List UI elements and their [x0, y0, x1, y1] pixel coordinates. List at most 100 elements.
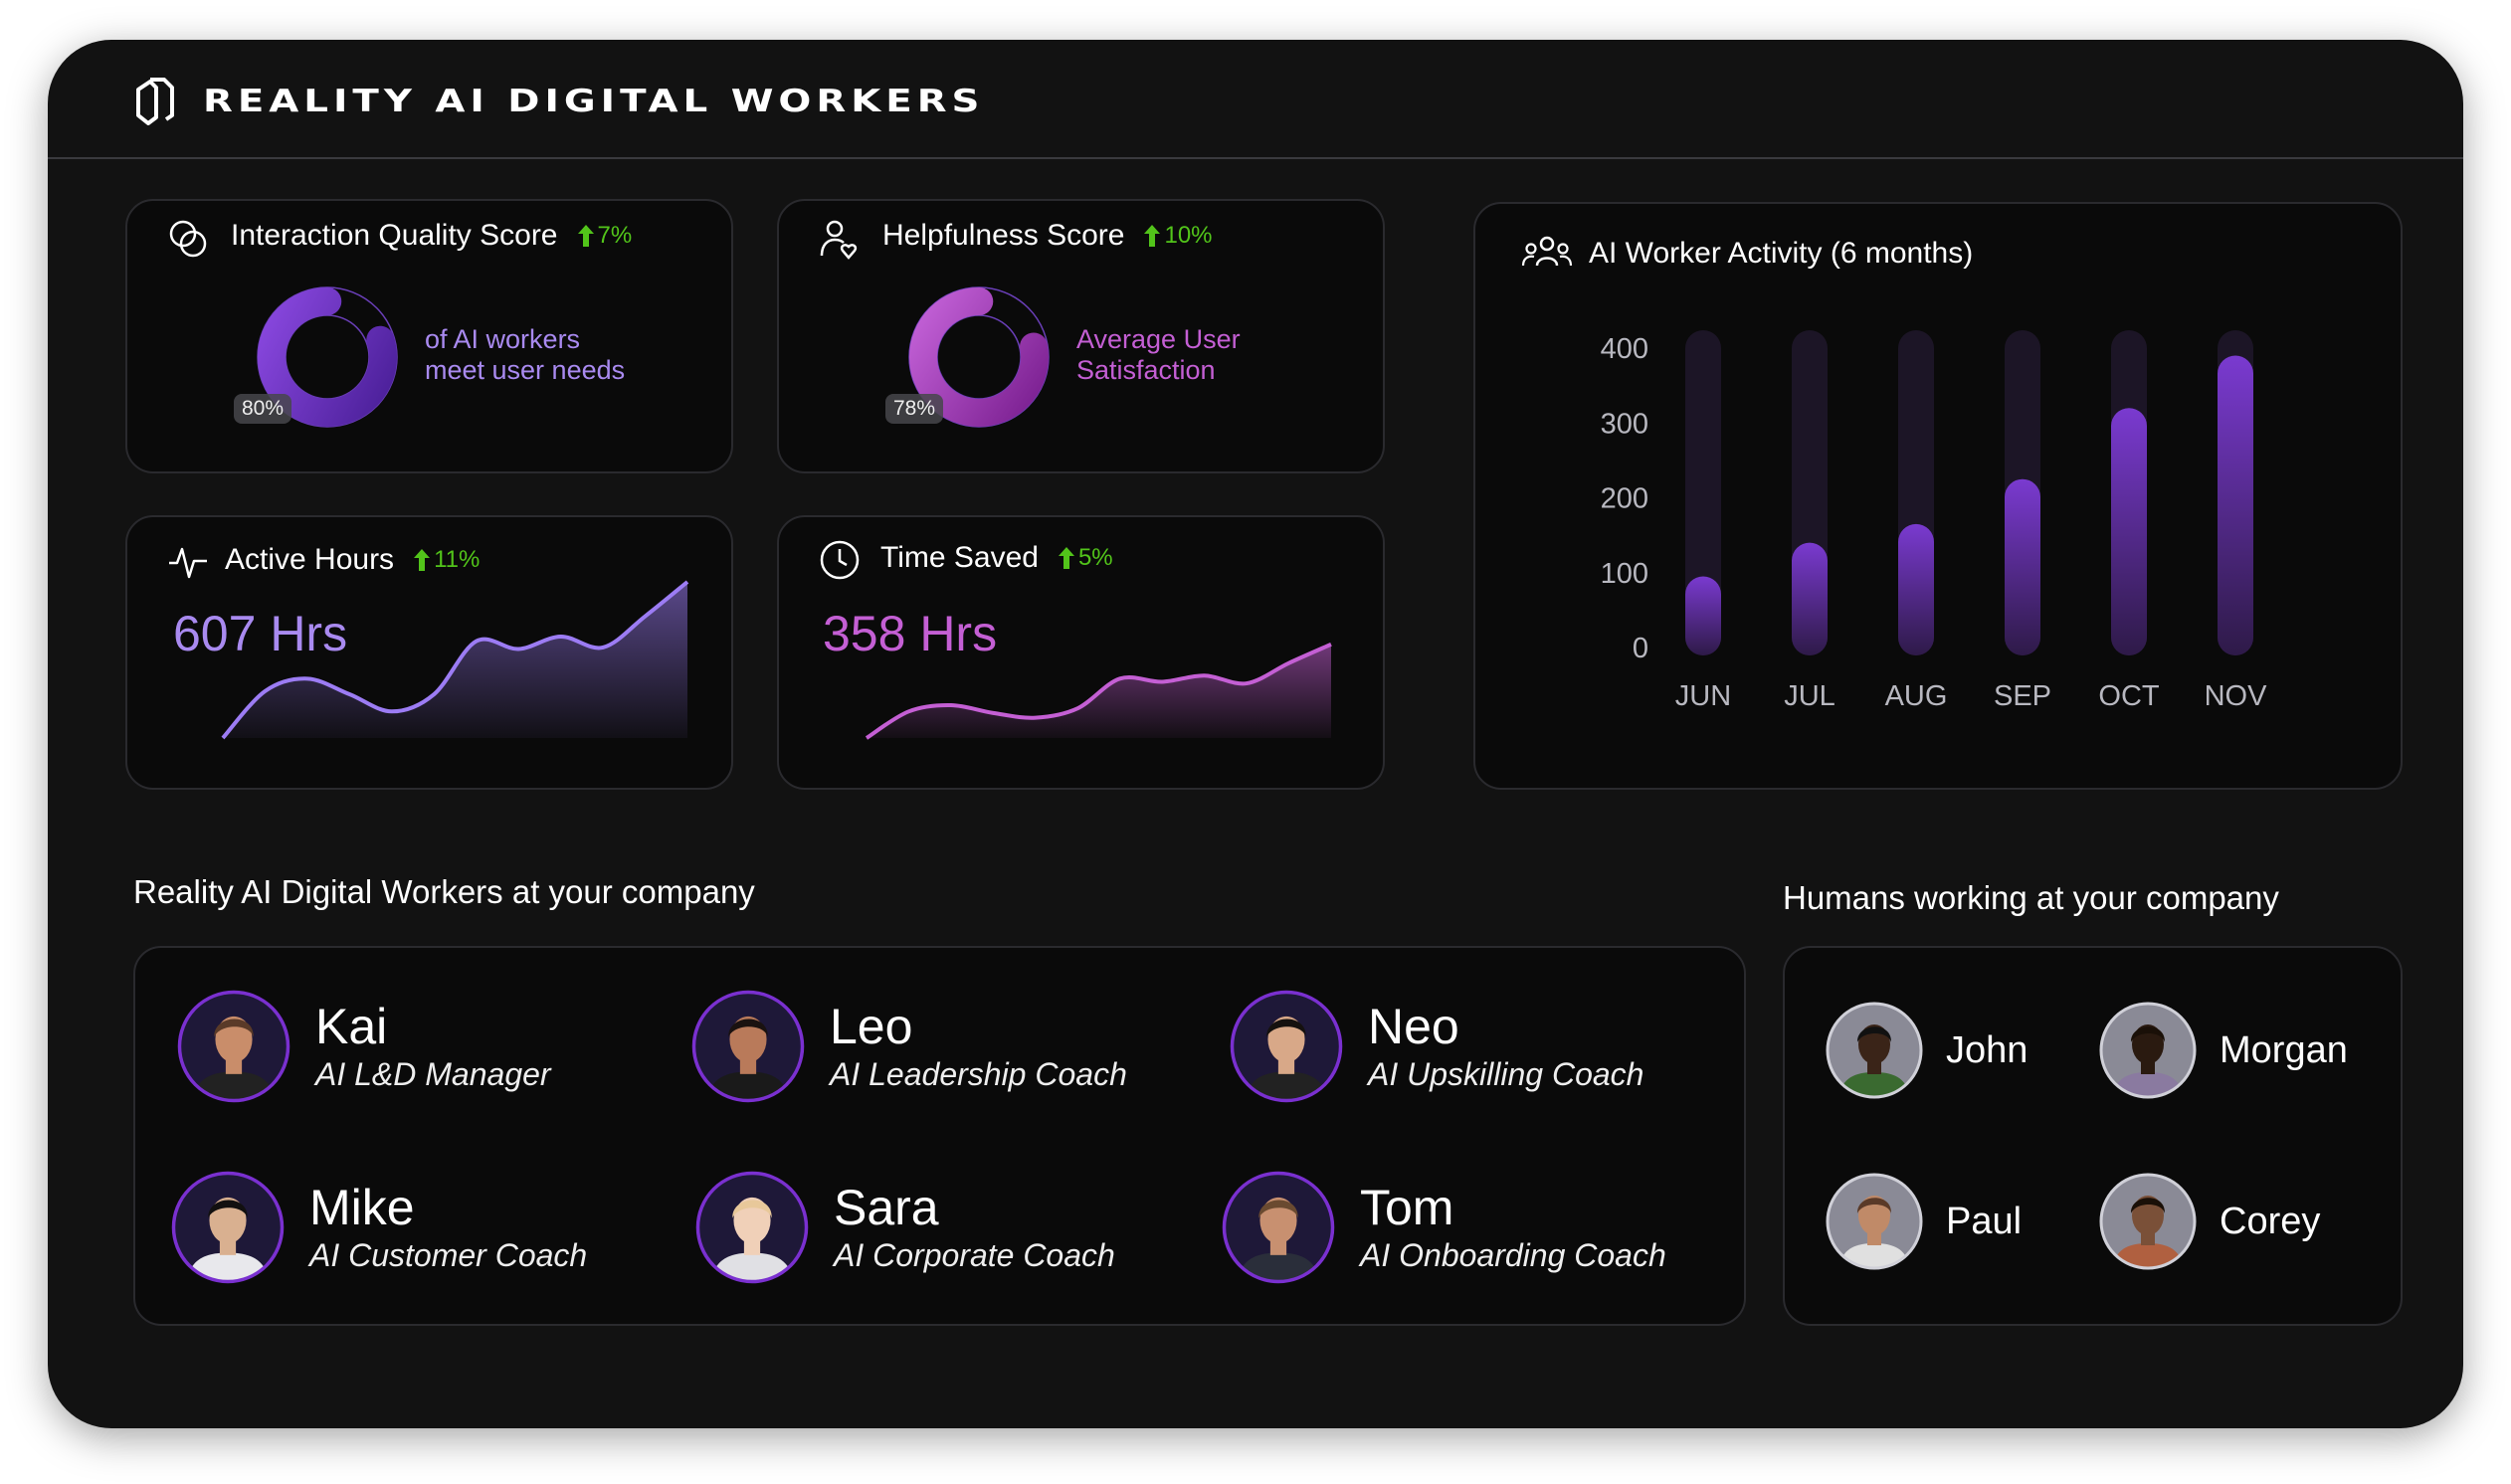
app-title: Reality AI Digital Workers	[203, 84, 985, 119]
pulse-icon	[169, 547, 207, 579]
sparkline-area	[867, 644, 1331, 738]
worker-name: Mike	[309, 1180, 415, 1235]
human-name: Morgan	[2220, 1028, 2348, 1071]
time-saved-card: Time Saved 5% 358 Hrs	[777, 515, 1385, 790]
card-title: Active Hours	[225, 543, 395, 576]
donut-arc	[909, 287, 1049, 427]
avatar	[2098, 1001, 2198, 1100]
arrow-up-icon	[1058, 547, 1074, 569]
donut-description: of AI workers meet user needs	[425, 324, 626, 385]
ai-worker-activity-card: AI Worker Activity (6 months) 0 100 200 300…	[1473, 202, 2403, 790]
human-corey[interactable]: Corey	[2098, 1172, 2320, 1271]
donut-chart	[908, 286, 1050, 428]
rings-icon	[169, 220, 207, 258]
human-john[interactable]: John	[1825, 1001, 2028, 1100]
user-heart-icon	[820, 220, 858, 260]
arrow-up-icon	[414, 549, 431, 571]
worker-name: Kai	[315, 999, 388, 1054]
group-icon	[1521, 236, 1573, 267]
x-tick-label: NOV	[2205, 680, 2268, 712]
x-tick-label: OCT	[2098, 680, 2160, 712]
avatar	[694, 1170, 810, 1285]
worker-sara[interactable]: Sara AI Corporate Coach	[694, 1170, 1115, 1285]
worker-role: AI Leadership Coach	[830, 1056, 1127, 1092]
percent-badge: 80%	[234, 394, 291, 424]
worker-role: AI Onboarding Coach	[1360, 1237, 1666, 1273]
worker-name: Neo	[1368, 999, 1459, 1054]
bar-sep	[2005, 478, 2040, 655]
bar-jun	[1685, 576, 1721, 655]
y-tick-label: 200	[1601, 483, 1648, 515]
y-tick-label: 100	[1601, 558, 1648, 590]
human-name: Paul	[1946, 1200, 2023, 1242]
helpfulness-card: Helpfulness Score 10% 78% Average User Sa…	[777, 199, 1385, 473]
active-hours-card: Active Hours 11% 607 Hrs	[125, 515, 733, 790]
x-tick-label: AUG	[1885, 680, 1948, 712]
y-tick-label: 0	[1633, 633, 1648, 664]
avatar	[2098, 1172, 2198, 1271]
active-hours-sparkline	[221, 580, 689, 740]
avatar	[170, 1170, 286, 1285]
delta-badge: 7%	[577, 222, 632, 250]
human-paul[interactable]: Paul	[1825, 1172, 2022, 1271]
card-title: Helpfulness Score	[882, 219, 1125, 252]
donut-description: Average User Satisfaction	[1076, 324, 1241, 385]
donut-track-inner	[936, 314, 1022, 400]
avatar	[176, 989, 291, 1104]
worker-role: AI L&D Manager	[315, 1056, 551, 1092]
arrow-up-icon	[577, 225, 594, 247]
chart-title: AI Worker Activity (6 months)	[1589, 237, 1974, 270]
time-saved-value: 358 Hrs	[823, 606, 998, 661]
delta-badge: 11%	[414, 546, 480, 574]
human-name: Corey	[2220, 1200, 2321, 1242]
worker-name: Sara	[834, 1180, 939, 1235]
interaction-quality-card: Interaction Quality Score 7% 80% of AI w…	[125, 199, 733, 473]
delta-badge: 10%	[1144, 222, 1213, 250]
sparkline-line	[221, 580, 689, 740]
avatar	[1229, 989, 1344, 1104]
human-morgan[interactable]: Morgan	[2098, 1001, 2348, 1100]
worker-leo[interactable]: Leo AI Leadership Coach	[690, 989, 1127, 1104]
avatar	[690, 989, 806, 1104]
avatar	[1825, 1001, 1924, 1100]
arrow-up-icon	[1144, 225, 1161, 247]
y-tick-label: 300	[1601, 408, 1648, 440]
ai-workers-panel: Kai AI L&D Manager Leo AI Leadership Coa…	[133, 946, 1746, 1326]
humans-section-title: Humans working at your company	[1783, 879, 2279, 916]
header-divider	[48, 157, 2463, 159]
reality-logo-icon	[136, 78, 174, 125]
active-hours-value: 607 Hrs	[173, 606, 348, 661]
bar-jul	[1792, 542, 1828, 655]
x-tick-label: SEP	[1994, 680, 2051, 712]
delta-badge: 5%	[1058, 544, 1113, 572]
x-tick-label: JUN	[1675, 680, 1731, 712]
avatar	[1221, 1170, 1336, 1285]
worker-kai[interactable]: Kai AI L&D Manager	[176, 989, 551, 1104]
avatar	[1825, 1172, 1924, 1271]
clock-icon	[820, 540, 860, 580]
worker-role: AI Customer Coach	[309, 1237, 588, 1273]
bar-chart: 0 100 200 300 400 JUN JUL AUG SEP OCT NOV	[1601, 330, 2268, 712]
time-saved-sparkline	[865, 642, 1332, 740]
worker-mike[interactable]: Mike AI Customer Coach	[170, 1170, 587, 1285]
donut-arc	[258, 287, 397, 427]
worker-neo[interactable]: Neo AI Upskilling Coach	[1229, 989, 1643, 1104]
sparkline-line	[865, 642, 1332, 740]
worker-name: Tom	[1360, 1180, 1454, 1235]
card-title: Interaction Quality Score	[231, 219, 558, 252]
card-title: Time Saved	[880, 541, 1039, 574]
percent-badge: 78%	[885, 394, 943, 424]
humans-panel: John Morgan Paul Corey	[1783, 946, 2403, 1326]
bar-oct	[2111, 408, 2147, 655]
human-name: John	[1946, 1028, 2028, 1071]
bar-aug	[1898, 523, 1934, 655]
worker-role: AI Corporate Coach	[834, 1237, 1115, 1273]
worker-role: AI Upskilling Coach	[1368, 1056, 1644, 1092]
workers-section-title: Reality AI Digital Workers at your compa…	[133, 873, 755, 910]
worker-name: Leo	[830, 999, 913, 1054]
donut-chart	[257, 286, 398, 428]
donut-track-inner	[285, 314, 370, 400]
bar-nov	[2218, 355, 2253, 655]
x-tick-label: JUL	[1784, 680, 1835, 712]
worker-tom[interactable]: Tom AI Onboarding Coach	[1221, 1170, 1666, 1285]
